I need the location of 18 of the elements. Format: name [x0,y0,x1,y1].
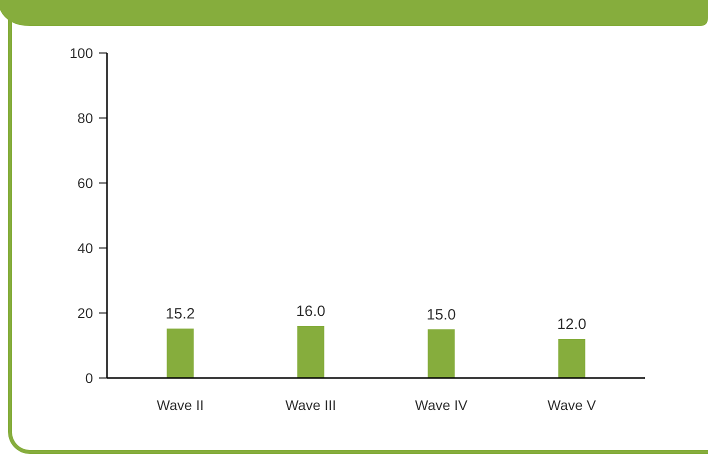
y-tick-label: 20 [77,304,94,321]
bar [558,339,586,378]
x-tick-label: Wave III [285,397,336,413]
y-tick-label: 100 [70,44,94,61]
x-tick-label: Wave V [548,397,597,413]
y-tick-label: 40 [77,240,94,256]
bar [166,328,194,378]
data-label: 16.0 [296,303,326,320]
x-tick-label: Wave IV [415,397,468,413]
y-tick-label: 80 [77,110,94,126]
data-label: 15.0 [426,306,456,324]
y-tick-label: 60 [77,174,94,191]
data-label: 12.0 [557,316,586,333]
bar [428,329,455,378]
x-tick-label: Wave II [156,397,204,413]
bar [297,326,324,378]
data-label: 15.2 [166,306,195,323]
y-tick-label: 0 [85,370,94,386]
